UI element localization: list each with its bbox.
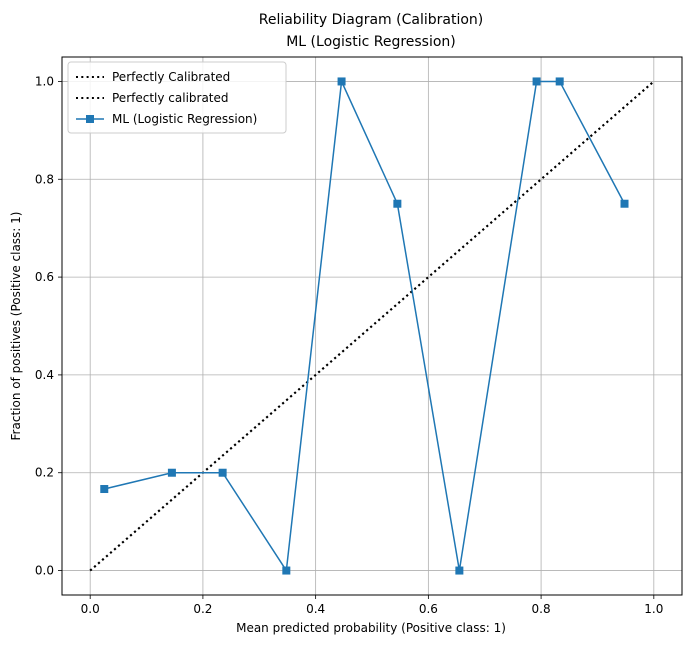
data-point (100, 485, 109, 494)
plot-series (89, 77, 655, 575)
y-axis-ticks: 0.0 0.2 0.4 0.6 0.8 1.0 (35, 74, 62, 578)
x-axis-label: Mean predicted probability (Positive cla… (236, 621, 506, 635)
legend-box (67, 61, 287, 134)
y-tick-label: 0.4 (35, 368, 54, 382)
y-tick-label: 0.0 (35, 564, 54, 578)
x-tick-label: 0.2 (193, 602, 212, 616)
x-tick-label: 1.0 (644, 602, 663, 616)
legend-label: Perfectly Calibrated (112, 70, 230, 84)
legend-label: ML (Logistic Regression) (112, 112, 257, 126)
x-tick-label: 0.8 (532, 602, 551, 616)
legend: Perfectly Calibrated Perfectly calibrated… (67, 61, 287, 134)
y-tick-label: 1.0 (35, 74, 54, 88)
x-tick-label: 0.6 (419, 602, 438, 616)
series-line-1 (89, 80, 655, 572)
x-tick-label: 0.0 (81, 602, 100, 616)
y-tick-label: 0.8 (35, 172, 54, 186)
x-axis-ticks: 0.0 0.2 0.4 0.6 0.8 1.0 (81, 595, 663, 616)
data-point (167, 468, 176, 477)
chart-title: Reliability Diagram (Calibration) (259, 12, 484, 28)
data-point (620, 199, 629, 208)
legend-marker (86, 115, 94, 123)
y-axis-label: Fraction of positives (Positive class: 1… (9, 212, 23, 441)
data-point (337, 77, 346, 86)
plot-frame (61, 56, 683, 596)
legend-label: Perfectly calibrated (112, 91, 229, 105)
data-point (393, 199, 402, 208)
x-tick-label: 0.4 (306, 602, 325, 616)
data-point (455, 566, 464, 575)
chart-subtitle: ML (Logistic Regression) (286, 34, 456, 50)
data-point (218, 468, 227, 477)
data-point (532, 77, 541, 86)
data-point (555, 77, 564, 86)
data-point (282, 566, 291, 575)
grid-lines (62, 57, 682, 595)
y-tick-label: 0.2 (35, 466, 54, 480)
series-line-2 (104, 78, 626, 573)
y-tick-label: 0.6 (35, 270, 54, 284)
